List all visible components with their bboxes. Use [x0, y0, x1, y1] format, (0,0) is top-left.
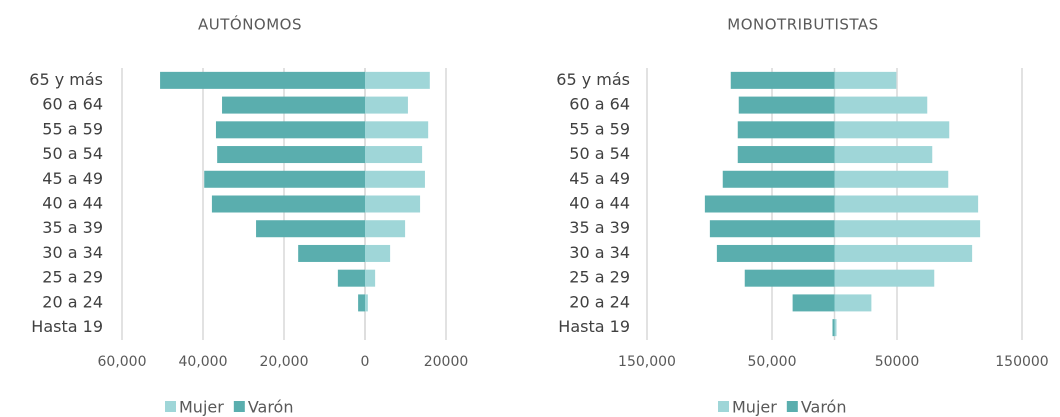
x-tick-label: 40,000	[179, 354, 228, 370]
x-tick-label: 20,000	[260, 354, 309, 370]
bar	[738, 96, 835, 114]
bar	[834, 170, 949, 188]
bar	[256, 220, 365, 238]
category-label: 20 a 24	[569, 292, 630, 311]
category-label: 45 a 49	[42, 169, 103, 188]
legend-label: Varón	[248, 398, 294, 417]
bar	[709, 220, 835, 238]
bar	[834, 269, 935, 287]
category-label: 60 a 64	[42, 95, 103, 114]
category-label: 50 a 54	[42, 144, 103, 163]
bar	[832, 319, 835, 337]
bar	[365, 96, 408, 114]
bar	[716, 244, 835, 262]
bar	[365, 146, 423, 164]
bar	[365, 220, 406, 238]
category-label: 60 a 64	[569, 95, 630, 114]
bar	[160, 71, 365, 89]
bar	[365, 121, 429, 139]
category-label: 35 a 39	[569, 218, 630, 237]
x-tick-label: 20000	[424, 354, 469, 370]
x-tick-label: 50,000	[748, 354, 797, 370]
bar	[834, 96, 928, 114]
bar	[217, 146, 365, 164]
category-label: Hasta 19	[558, 317, 630, 336]
bar	[834, 121, 950, 139]
legend-swatch	[233, 401, 245, 412]
legend-label: Mujer	[732, 398, 777, 417]
category-label: 40 a 44	[569, 194, 630, 213]
category-label: Hasta 19	[31, 317, 103, 336]
bar	[744, 269, 835, 287]
bar	[365, 294, 368, 312]
bar	[365, 244, 391, 262]
x-tick-label: 0	[361, 354, 370, 370]
category-label: 20 a 24	[42, 292, 103, 311]
bar	[337, 269, 365, 287]
bar	[730, 71, 835, 89]
bar	[834, 146, 933, 164]
category-label: 65 y más	[556, 70, 630, 89]
category-label: 55 a 59	[569, 119, 630, 138]
bar	[365, 269, 376, 287]
category-label: 25 a 29	[42, 268, 103, 287]
bar	[365, 195, 421, 213]
bar	[834, 71, 897, 89]
bar	[215, 121, 365, 139]
bar	[834, 294, 872, 312]
x-tick-label: 50000	[875, 354, 920, 370]
bar	[834, 244, 973, 262]
bar	[834, 319, 837, 337]
x-tick-label: 60,000	[98, 354, 147, 370]
legend-swatch	[718, 401, 729, 412]
category-label: 30 a 34	[569, 243, 630, 262]
category-label: 55 a 59	[42, 119, 103, 138]
bar	[704, 195, 835, 213]
legend-swatch	[786, 401, 798, 412]
bar	[792, 294, 835, 312]
bar	[722, 170, 835, 188]
category-label: 40 a 44	[42, 194, 103, 213]
bar	[358, 294, 365, 312]
chart-title: MONOTRIBUTISTAS	[727, 16, 878, 34]
bar	[211, 195, 365, 213]
bar	[365, 71, 430, 89]
bar	[298, 244, 365, 262]
bar	[204, 170, 365, 188]
bar	[222, 96, 365, 114]
category-label: 35 a 39	[42, 218, 103, 237]
bar	[737, 121, 835, 139]
x-tick-label: 150,000	[618, 354, 676, 370]
chart-title: AUTÓNOMOS	[198, 15, 302, 34]
bar	[834, 220, 981, 238]
bar	[737, 146, 835, 164]
category-label: 65 y más	[29, 70, 103, 89]
bar	[834, 195, 979, 213]
legend-label: Mujer	[179, 398, 224, 417]
x-tick-label: 150000	[995, 354, 1048, 370]
legend-swatch	[165, 401, 176, 412]
category-label: 30 a 34	[42, 243, 103, 262]
category-label: 45 a 49	[569, 169, 630, 188]
category-label: 50 a 54	[569, 144, 630, 163]
bar	[365, 170, 425, 188]
legend-label: Varón	[801, 398, 847, 417]
category-label: 25 a 29	[569, 268, 630, 287]
